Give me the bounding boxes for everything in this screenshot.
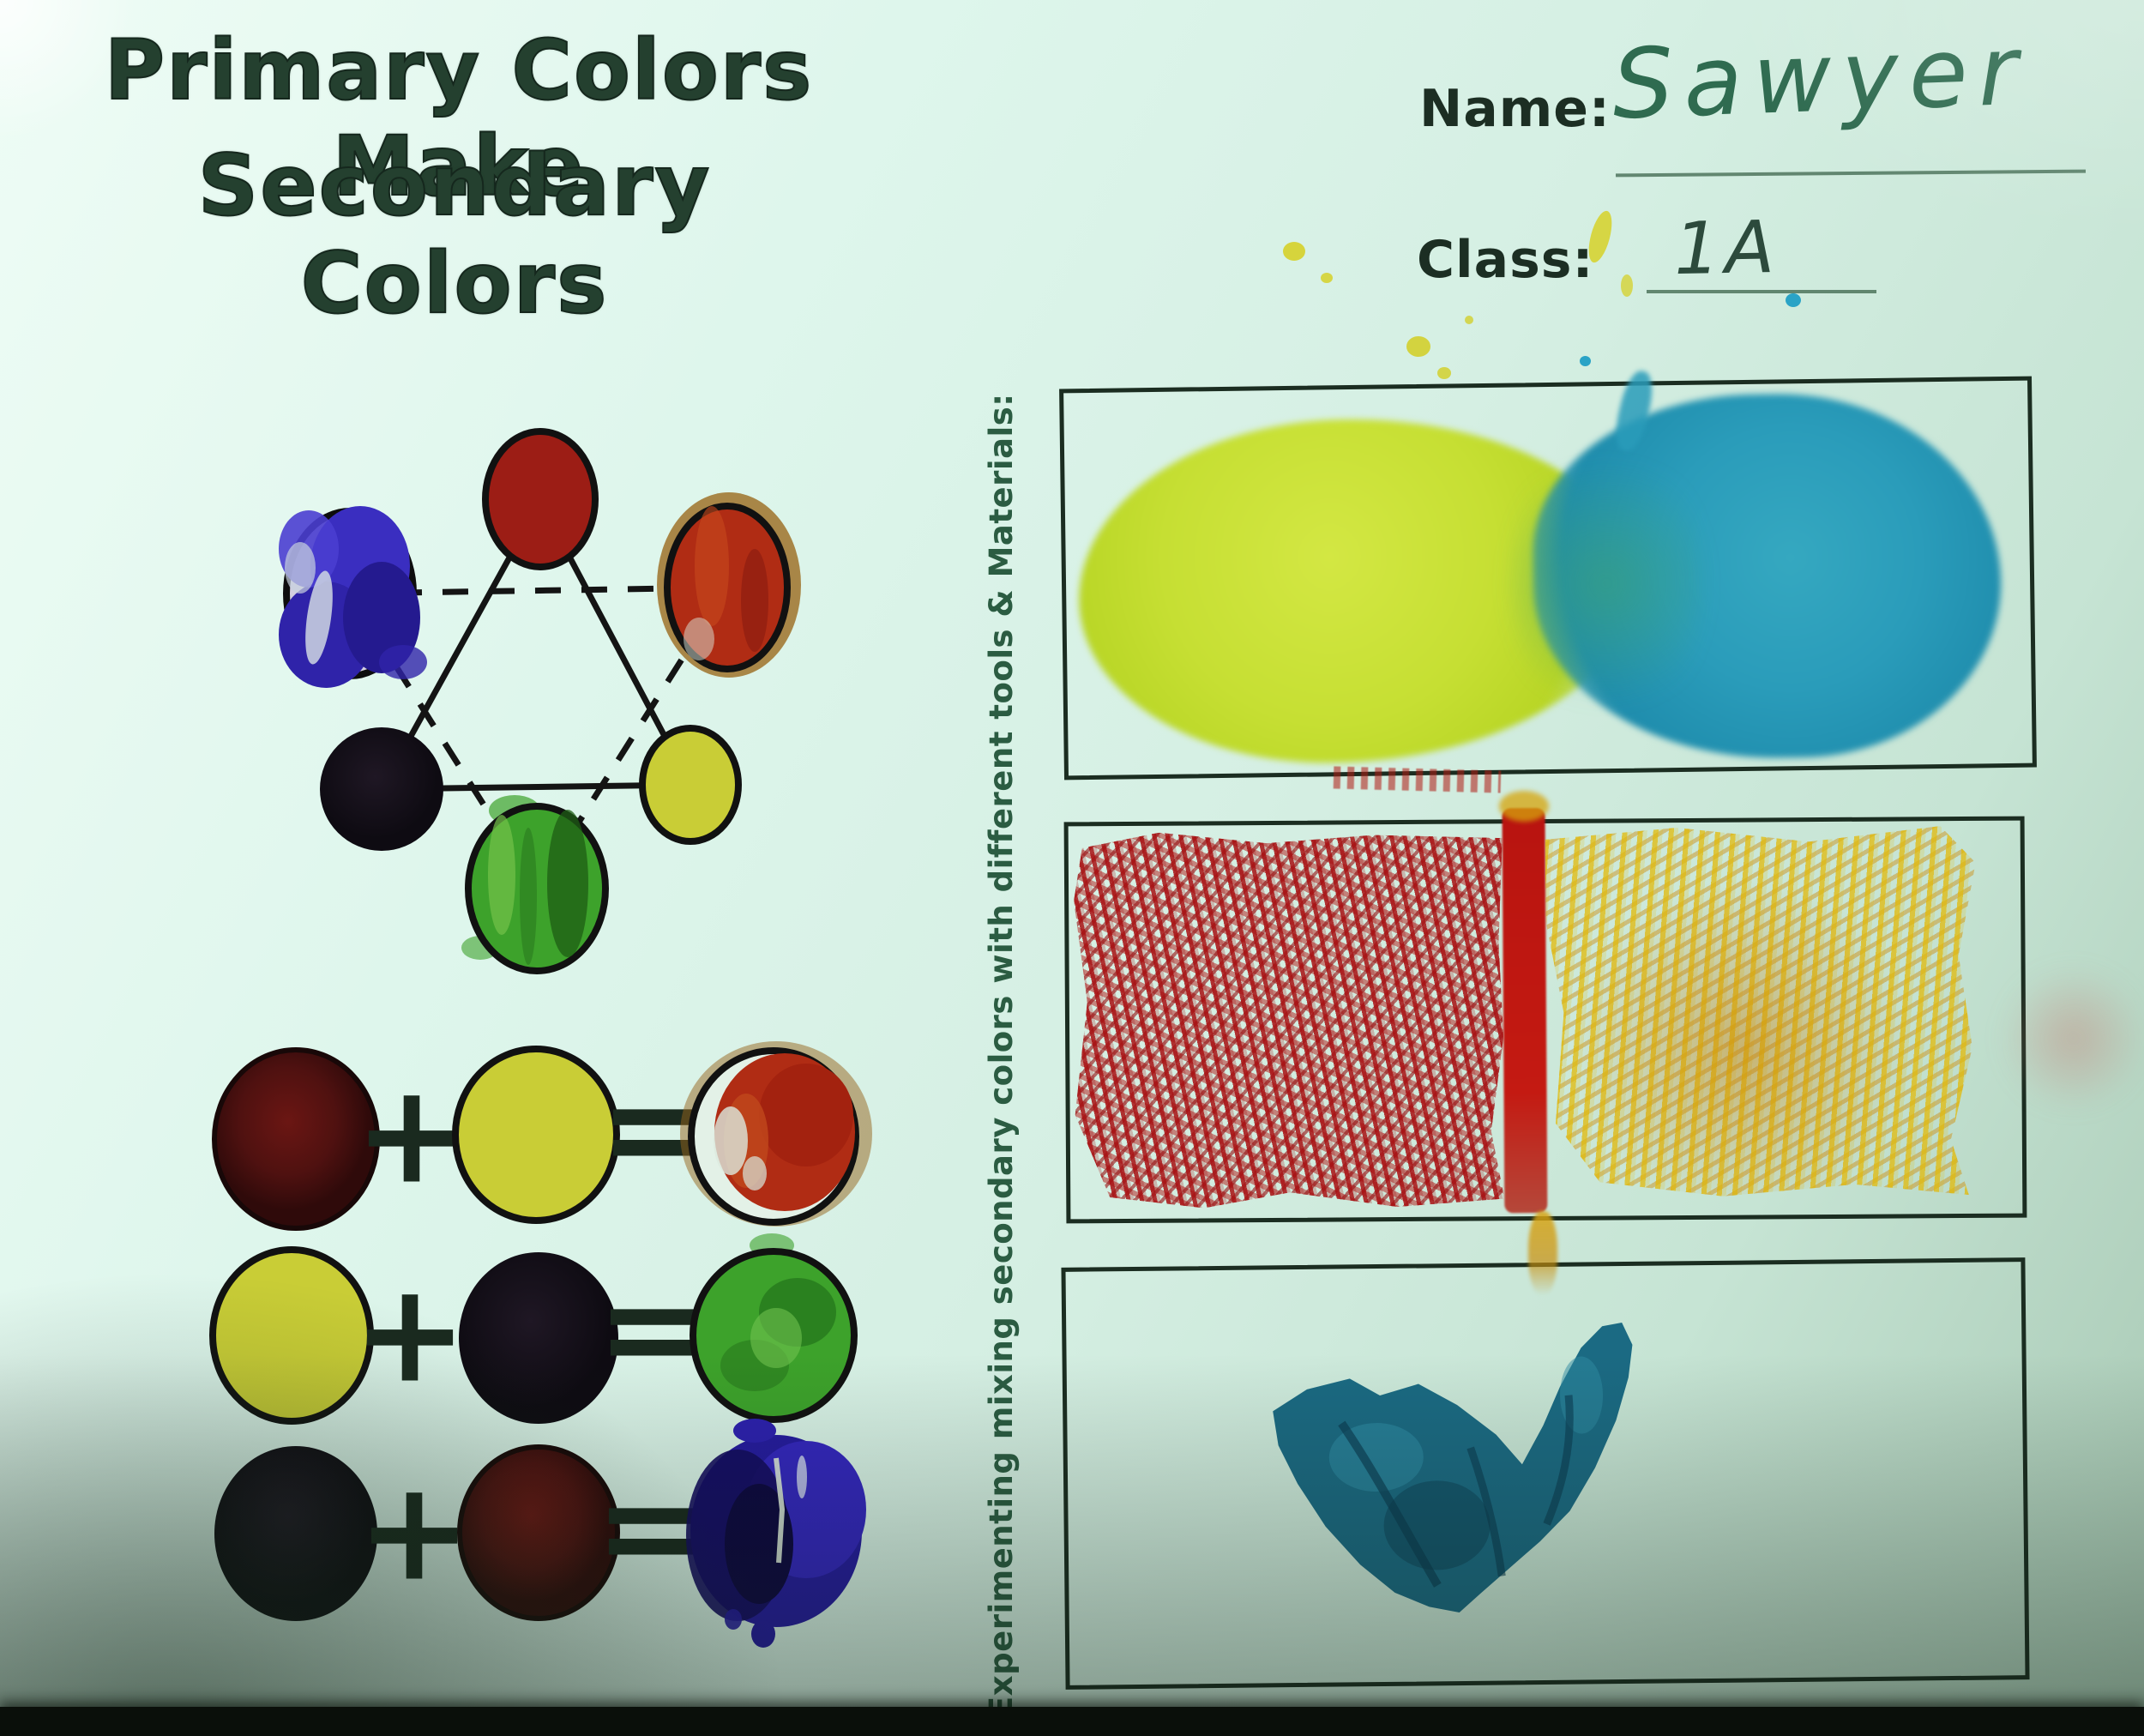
crayon-streak: [695, 506, 729, 626]
white-gap: [714, 1106, 748, 1175]
result-green: [690, 1233, 858, 1423]
operand-yellow: [452, 1046, 620, 1224]
white-gap: [797, 1456, 807, 1498]
crayon-fill: [759, 1064, 853, 1166]
wheel-circle-red: [482, 428, 599, 570]
marker-drip: [725, 1609, 742, 1630]
operand-blue-black: [459, 1252, 618, 1424]
plus-sign: +: [354, 1054, 469, 1215]
white-gap: [684, 618, 714, 660]
photo-bottom-edge: [0, 1707, 2144, 1736]
marker-spill: [379, 645, 427, 679]
wheel-circle-green: [461, 795, 609, 974]
equation-row-3: + =: [214, 1419, 866, 1648]
crayon-streak: [547, 810, 588, 957]
crayon-streak: [741, 549, 768, 652]
marker-drip: [751, 1620, 775, 1648]
plus-sign: +: [357, 1451, 472, 1612]
wheel-circle-orange: [657, 492, 801, 678]
crayon-streak: [488, 815, 515, 935]
equation-row-2: + =: [209, 1233, 858, 1425]
crayon-streak: [520, 828, 537, 965]
plus-sign: +: [352, 1253, 467, 1414]
crayon-streak: [750, 1308, 802, 1368]
result-blue-purple: [686, 1419, 866, 1648]
operand-dark-red: [212, 1047, 380, 1231]
white-gap: [743, 1156, 767, 1190]
marker-top-bump: [733, 1419, 776, 1443]
result-red-orange: [680, 1041, 872, 1227]
operand-yellow: [209, 1246, 374, 1425]
wheel-circle-yellow: [639, 725, 742, 845]
white-gap: [285, 542, 316, 594]
color-wheel: [279, 428, 801, 974]
operand-blue-black: [214, 1446, 377, 1621]
equation-row-1: + =: [212, 1041, 872, 1231]
wheel-circle-blue-black: [320, 727, 443, 851]
wheel-circle-purple: [279, 506, 427, 688]
mixing-equations: + = + =: [209, 1041, 872, 1648]
